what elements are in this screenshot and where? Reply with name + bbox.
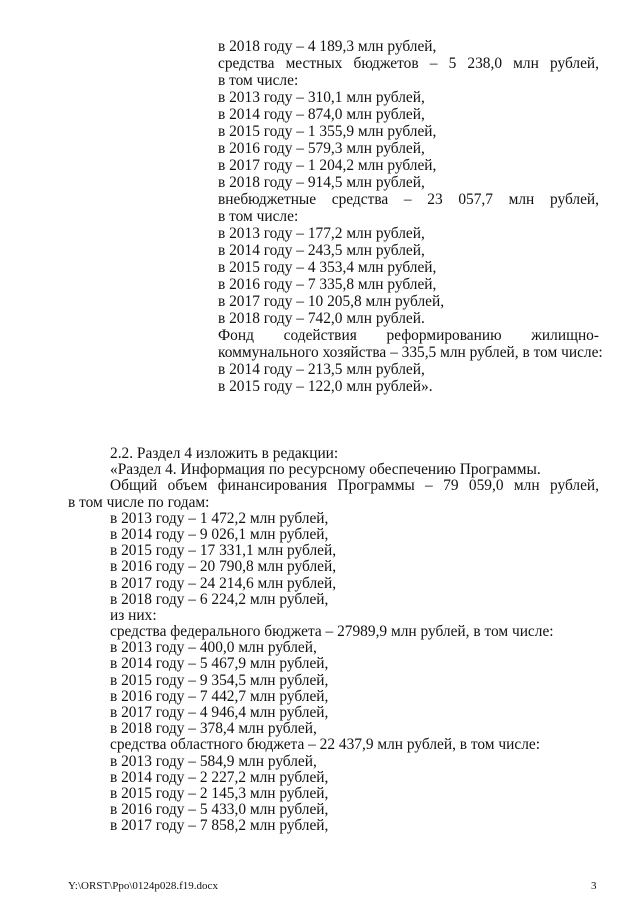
text-line: Общий объем финансирования Программы – 7… bbox=[110, 477, 599, 495]
text-line: в 2014 году – 2 227,2 млн рублей, bbox=[110, 768, 329, 786]
text-line: «Раздел 4. Информация по ресурсному обес… bbox=[110, 461, 541, 479]
text-line: в 2015 году – 9 354,5 млн рублей, bbox=[110, 671, 329, 689]
text-line: в 2014 году – 243,5 млн рублей, bbox=[218, 242, 425, 259]
text-line: в 2018 году – 4 189,3 млн рублей, bbox=[218, 38, 437, 55]
text-line: в 2015 году – 122,0 млн рублей». bbox=[218, 378, 433, 395]
text-line: в 2015 году – 17 331,1 млн рублей, bbox=[110, 542, 337, 560]
text-line: коммунального хозяйства – 335,5 млн рубл… bbox=[218, 344, 603, 361]
text-line: 2.2. Раздел 4 изложить в редакции: bbox=[110, 445, 339, 462]
text-line: средства областного бюджета – 22 437,9 м… bbox=[110, 736, 540, 754]
text-line: в 2018 году – 378,4 млн рублей, bbox=[110, 720, 317, 738]
text-line: в 2013 году – 584,9 млн рублей, bbox=[110, 752, 317, 770]
text-line: в 2018 году – 742,0 млн рублей. bbox=[218, 310, 425, 327]
text-line: в 2016 году – 7 335,8 млн рублей, bbox=[218, 276, 437, 293]
text-line: средства местных бюджетов – 5 238,0 млн … bbox=[218, 55, 599, 72]
text-line: в 2014 году – 213,5 млн рублей, bbox=[218, 361, 425, 378]
text-line: в 2017 году – 4 946,4 млн рублей, bbox=[110, 704, 329, 721]
text-line: в 2017 году – 10 205,8 млн рублей, bbox=[218, 293, 445, 310]
text-line: Фонд содействия реформированию жилищно- bbox=[218, 327, 599, 344]
text-line: в 2016 году – 7 442,7 млн рублей, bbox=[110, 687, 329, 705]
text-line: в 2014 году – 874,0 млн рублей, bbox=[218, 106, 425, 123]
text-line: в 2015 году – 1 355,9 млн рублей, bbox=[218, 123, 437, 140]
text-line: в 2013 году – 400,0 млн рублей, bbox=[110, 639, 317, 657]
section-4-text-block: 2.2. Раздел 4 изложить в редакции: «Разде… bbox=[68, 445, 599, 835]
text-line: в 2016 году – 20 790,8 млн рублей, bbox=[110, 558, 337, 576]
text-line: в 2015 году – 2 145,3 млн рублей, bbox=[110, 784, 329, 802]
text-line: в 2015 году – 4 353,4 млн рублей, bbox=[218, 259, 437, 276]
text-line: из них: bbox=[110, 606, 157, 624]
text-line: в том числе: bbox=[218, 72, 299, 89]
text-line: в 2013 году – 1 472,2 млн рублей, bbox=[110, 509, 329, 527]
text-line bbox=[218, 395, 599, 412]
text-line: в 2016 году – 5 433,0 млн рублей, bbox=[110, 801, 329, 819]
text-line: в 2013 году – 177,2 млн рублей, bbox=[218, 225, 425, 242]
text-line: внебюджетные средства – 23 057,7 млн руб… bbox=[218, 191, 599, 208]
text-line: в том числе по годам: bbox=[68, 493, 210, 511]
text-line: в 2018 году – 914,5 млн рублей, bbox=[218, 174, 425, 191]
text-line: в 2017 году – 24 214,6 млн рублей, bbox=[110, 574, 337, 592]
footer-file-path: Y:\ORST\Ppo\0124p028.f19.docx bbox=[68, 880, 218, 892]
text-line: в том числе: bbox=[218, 208, 299, 225]
text-line bbox=[218, 412, 599, 429]
text-line: в 2014 году – 9 026,1 млн рублей, bbox=[110, 525, 329, 543]
upper-text-block: в 2018 году – 4 189,3 млн рублей, средств… bbox=[218, 38, 603, 429]
text-line: в 2018 году – 6 224,2 млн рублей, bbox=[110, 590, 329, 608]
text-line: в 2017 году – 7 858,2 млн рублей, bbox=[110, 817, 329, 835]
page-number: 3 bbox=[591, 880, 597, 892]
text-line: в 2013 году – 310,1 млн рублей, bbox=[218, 89, 425, 106]
text-line: в 2014 году – 5 467,9 млн рублей, bbox=[110, 655, 329, 673]
text-line: средства федерального бюджета – 27989,9 … bbox=[110, 623, 554, 641]
text-line: в 2016 году – 579,3 млн рублей, bbox=[218, 140, 425, 157]
text-line: в 2017 году – 1 204,2 млн рублей, bbox=[218, 157, 437, 174]
